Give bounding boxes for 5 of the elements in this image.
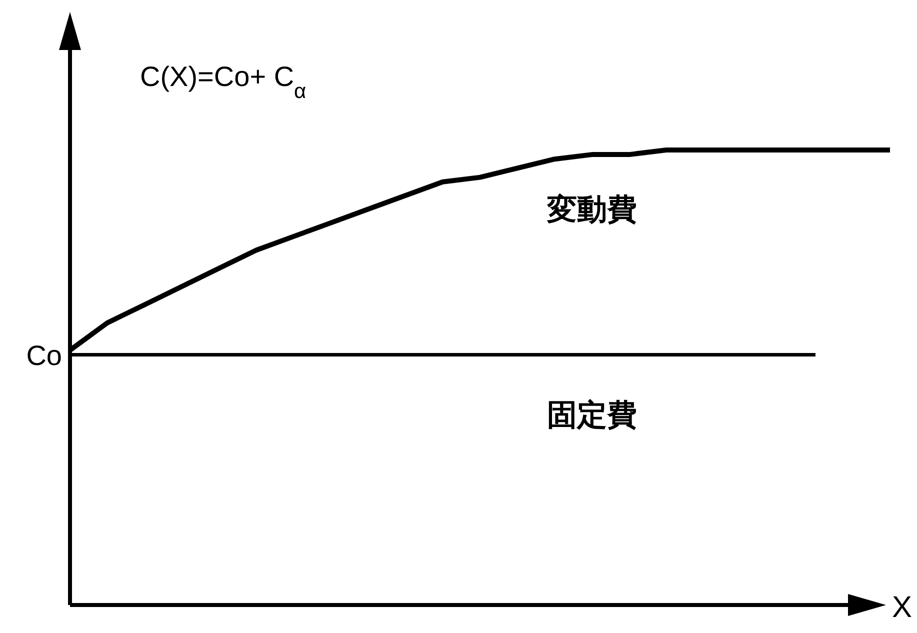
annotation: Co xyxy=(26,340,62,371)
text: C(X)=Co+ C$_{α}$ xyxy=(140,61,306,102)
x-axis-title: X xyxy=(892,591,912,624)
series-label: 変動費 xyxy=(546,192,637,227)
series-label: 固定費 xyxy=(546,398,637,432)
